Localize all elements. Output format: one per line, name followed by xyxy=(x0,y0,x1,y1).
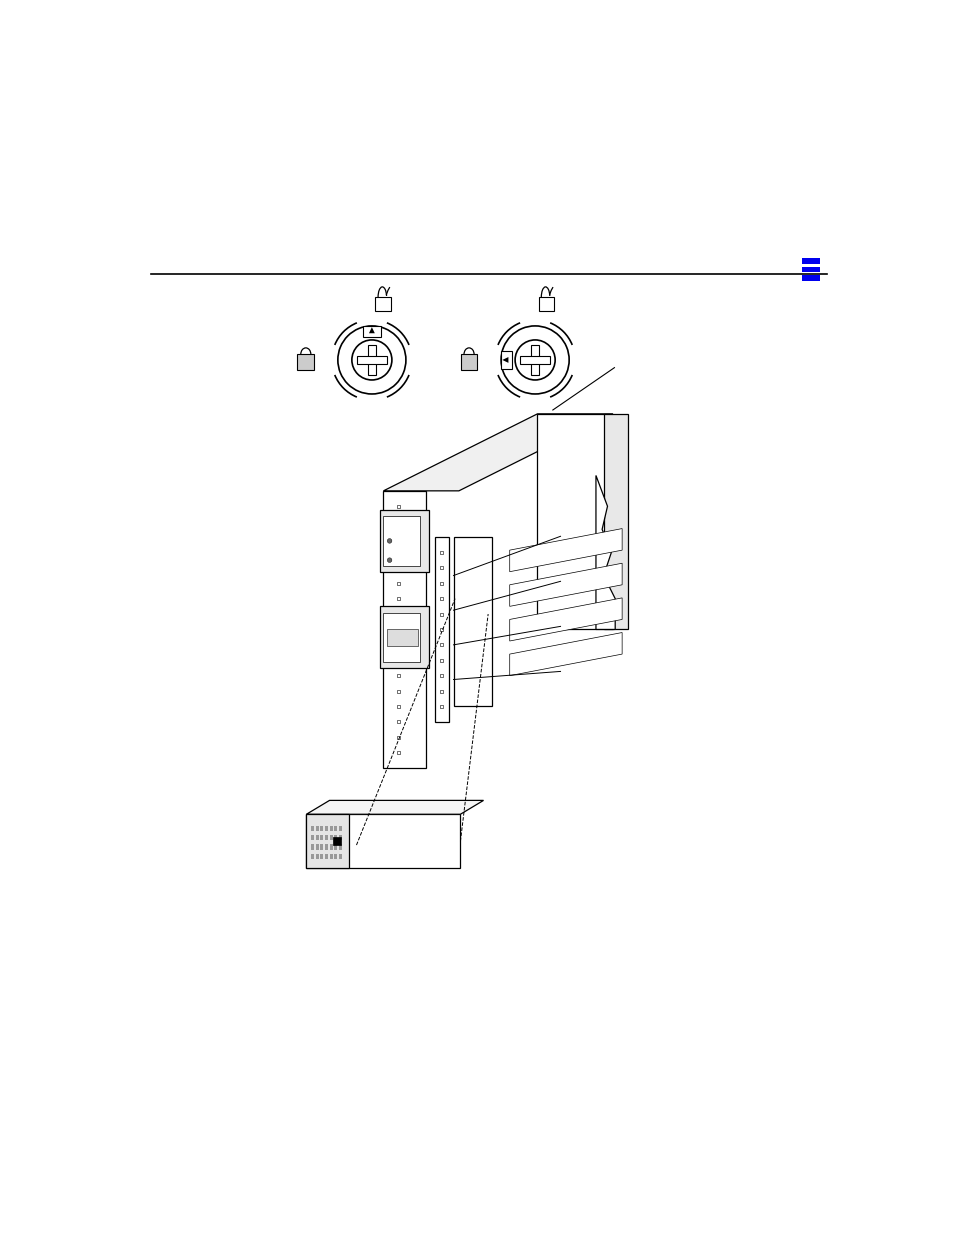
Bar xyxy=(306,814,349,868)
Bar xyxy=(320,853,323,858)
Bar xyxy=(396,720,399,724)
Bar xyxy=(362,326,380,337)
Bar xyxy=(519,356,550,364)
Bar xyxy=(325,845,328,850)
Bar xyxy=(368,345,375,375)
Bar xyxy=(338,853,341,858)
Bar xyxy=(320,826,323,831)
Bar xyxy=(325,853,328,858)
Bar xyxy=(329,853,333,858)
Bar xyxy=(396,674,399,677)
Circle shape xyxy=(387,558,392,562)
Bar xyxy=(801,267,820,272)
Bar xyxy=(325,826,328,831)
Bar xyxy=(380,510,429,572)
Polygon shape xyxy=(509,598,621,641)
Bar xyxy=(396,643,399,646)
Bar xyxy=(396,597,399,600)
Bar xyxy=(440,613,443,615)
Bar xyxy=(334,845,336,850)
Polygon shape xyxy=(383,414,612,490)
Bar xyxy=(338,826,341,831)
Polygon shape xyxy=(509,529,621,572)
Bar xyxy=(375,298,391,311)
Bar xyxy=(396,582,399,585)
Bar xyxy=(396,736,399,739)
Bar xyxy=(500,351,512,369)
Polygon shape xyxy=(537,414,612,630)
Bar xyxy=(320,845,323,850)
Bar xyxy=(440,551,443,555)
Bar xyxy=(386,630,417,646)
Bar xyxy=(383,516,420,566)
Bar xyxy=(311,826,314,831)
Bar xyxy=(396,689,399,693)
Bar xyxy=(531,345,538,375)
Bar xyxy=(311,835,314,841)
Bar xyxy=(325,835,328,841)
Bar xyxy=(315,835,318,841)
Bar xyxy=(396,520,399,524)
Polygon shape xyxy=(306,800,483,814)
Polygon shape xyxy=(306,814,460,868)
Polygon shape xyxy=(509,632,621,676)
Bar xyxy=(440,627,443,631)
Bar xyxy=(338,845,341,850)
Bar xyxy=(315,845,318,850)
Polygon shape xyxy=(596,475,615,630)
Polygon shape xyxy=(369,327,375,333)
Bar xyxy=(538,298,554,311)
Bar xyxy=(453,537,492,706)
Bar xyxy=(440,582,443,585)
Bar xyxy=(396,751,399,755)
Polygon shape xyxy=(603,414,628,630)
Bar xyxy=(396,627,399,631)
Bar xyxy=(315,826,318,831)
Bar xyxy=(329,826,333,831)
Bar xyxy=(440,567,443,569)
Polygon shape xyxy=(502,357,508,363)
Bar xyxy=(440,689,443,693)
Bar xyxy=(311,845,314,850)
Circle shape xyxy=(387,538,392,543)
Bar xyxy=(396,536,399,538)
Bar xyxy=(801,258,820,264)
Bar xyxy=(460,354,476,369)
Bar xyxy=(338,835,341,841)
Bar xyxy=(396,705,399,708)
Bar xyxy=(396,551,399,555)
Bar xyxy=(383,613,420,662)
Bar xyxy=(396,567,399,569)
Bar xyxy=(380,606,429,668)
Polygon shape xyxy=(509,563,621,606)
Bar xyxy=(334,826,336,831)
Bar xyxy=(383,490,425,768)
Bar xyxy=(297,354,314,369)
Bar xyxy=(311,853,314,858)
Bar xyxy=(435,537,449,721)
Bar xyxy=(440,705,443,708)
Bar xyxy=(333,837,341,845)
Bar xyxy=(396,505,399,508)
Bar xyxy=(334,835,336,841)
Bar xyxy=(329,835,333,841)
Bar xyxy=(320,835,323,841)
Bar xyxy=(801,275,820,280)
Bar xyxy=(356,356,387,364)
Bar xyxy=(334,853,336,858)
Bar xyxy=(440,658,443,662)
Bar xyxy=(440,674,443,677)
Bar xyxy=(440,643,443,646)
Bar xyxy=(315,853,318,858)
Bar xyxy=(329,845,333,850)
Bar xyxy=(396,658,399,662)
Bar xyxy=(396,613,399,615)
Bar xyxy=(440,597,443,600)
